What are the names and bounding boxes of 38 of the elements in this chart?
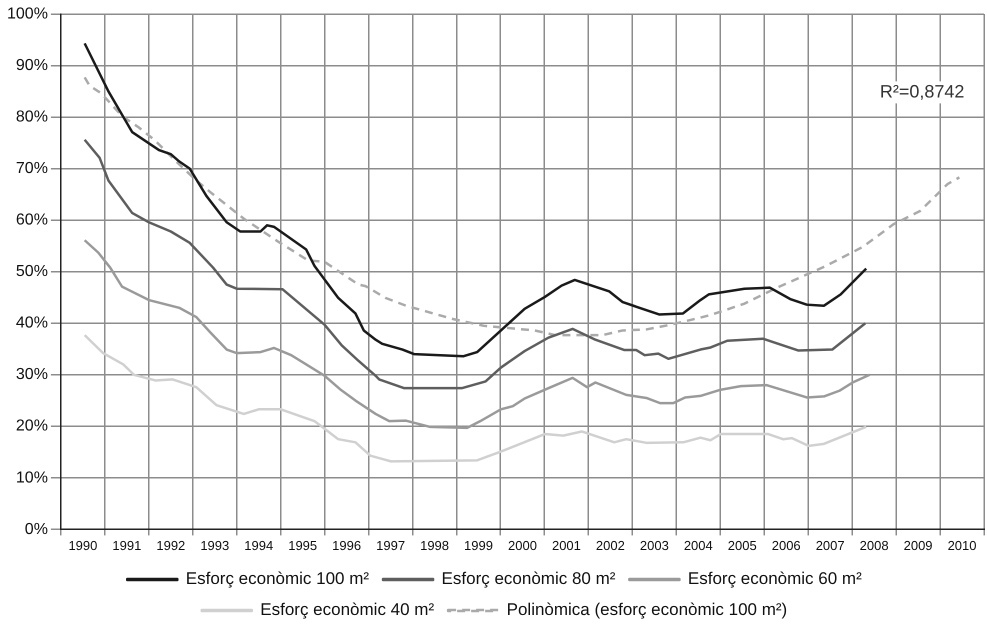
x-tick-label: 2000 xyxy=(508,538,537,553)
x-tick-label: 1999 xyxy=(464,538,493,553)
x-tick-label: 2007 xyxy=(816,538,845,553)
x-tick-label: 1998 xyxy=(420,538,450,553)
x-tick-label: 1994 xyxy=(244,538,274,553)
y-tick-label: 70% xyxy=(16,160,48,178)
x-tick-label: 1997 xyxy=(376,538,406,553)
y-tick-label: 50% xyxy=(16,263,48,280)
x-tick-label: 2003 xyxy=(640,538,669,553)
legend-label: Esforç econòmic 80 m² xyxy=(442,569,616,588)
x-tick-label: 1993 xyxy=(200,538,230,553)
y-tick-label: 40% xyxy=(16,314,48,332)
x-tick-label: 2005 xyxy=(728,538,757,553)
legend-label: Esforç econòmic 40 m² xyxy=(260,600,434,620)
x-tick-label: 2009 xyxy=(904,538,933,553)
y-tick-label: 60% xyxy=(16,212,48,229)
x-tick-label: 2008 xyxy=(860,538,889,553)
y-tick-label: 0% xyxy=(24,520,48,538)
x-tick-label: 2002 xyxy=(596,538,625,553)
x-tick-label: 2010 xyxy=(948,538,976,553)
legend-label: Esforç econòmic 100 m² xyxy=(186,569,370,588)
x-tick-label: 1995 xyxy=(288,538,318,553)
x-tick-label: 2001 xyxy=(552,538,581,553)
x-tick-label: 2006 xyxy=(772,538,801,553)
y-tick-label: 100% xyxy=(7,5,48,22)
y-tick-label: 30% xyxy=(16,366,48,384)
annotation: R²=0,8742 xyxy=(880,81,964,102)
x-tick-label: 1996 xyxy=(332,538,362,553)
y-tick-label: 20% xyxy=(16,418,48,435)
legend-label: Polinòmica (esforç econòmic 100 m²) xyxy=(506,600,788,620)
x-tick-label: 1990 xyxy=(68,538,98,553)
y-tick-label: 80% xyxy=(16,108,48,126)
y-tick-label: 10% xyxy=(16,469,48,486)
x-tick-label: 2004 xyxy=(684,538,713,553)
y-tick-label: 90% xyxy=(16,56,48,74)
legend-label: Esforç econòmic 60 m² xyxy=(688,569,862,588)
x-tick-label: 1991 xyxy=(112,538,142,553)
x-tick-label: 1992 xyxy=(156,538,186,553)
